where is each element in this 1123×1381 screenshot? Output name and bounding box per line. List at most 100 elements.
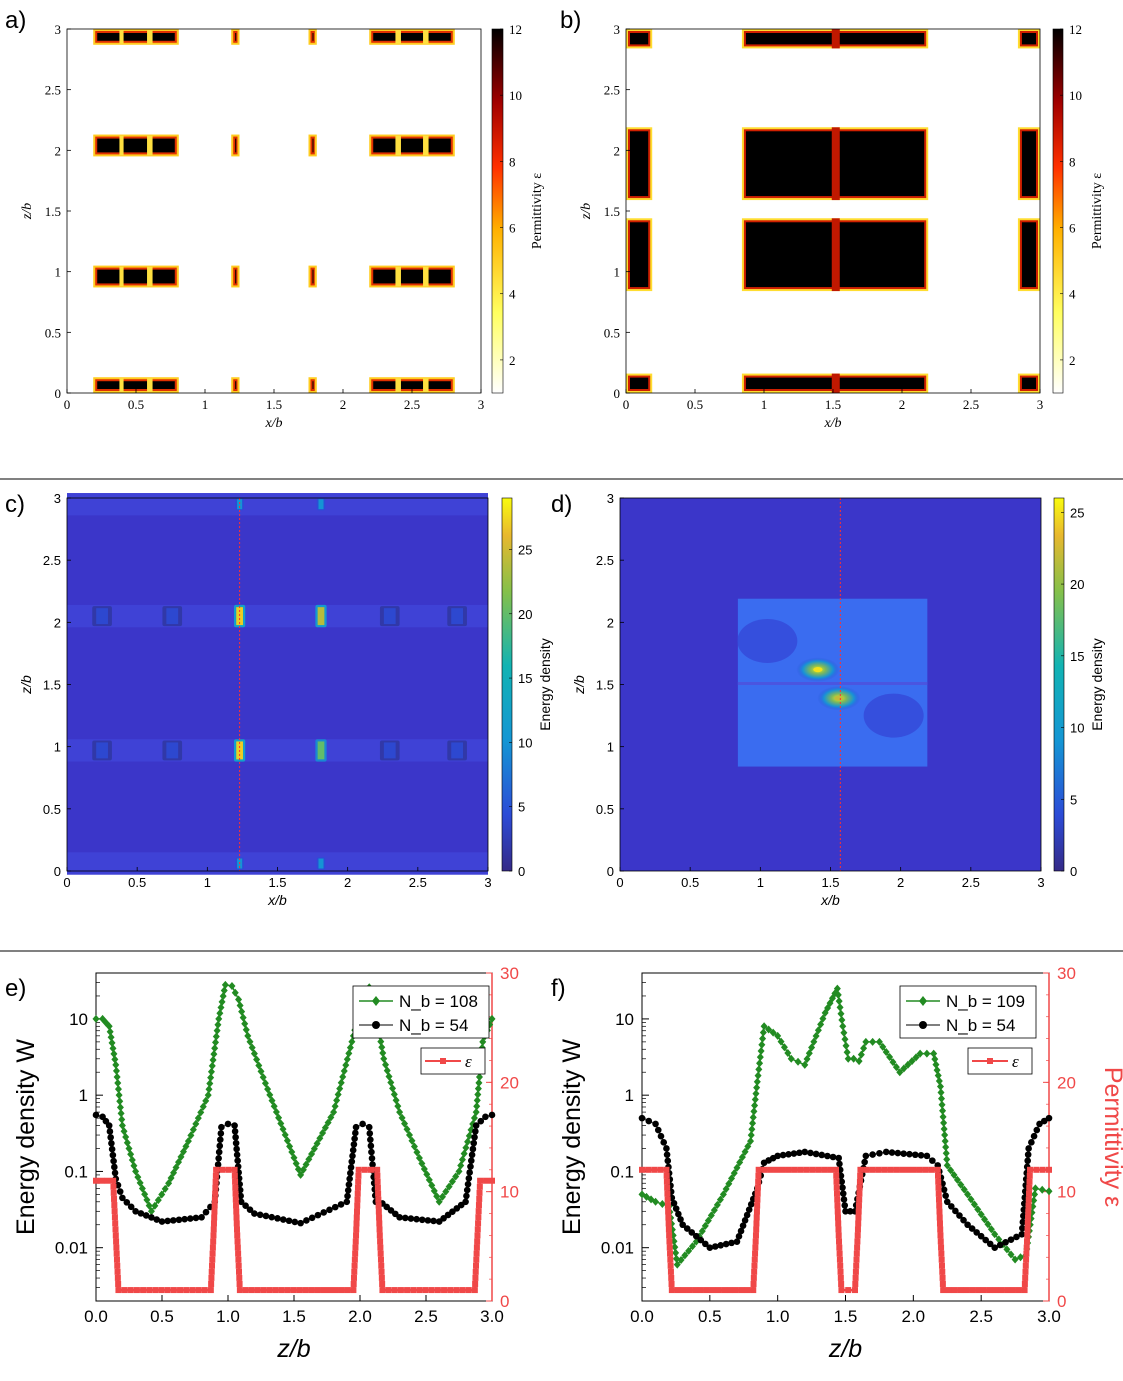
- data-point: [755, 1178, 762, 1185]
- data-point: [201, 1287, 208, 1294]
- data-point: [1007, 1236, 1015, 1243]
- data-point: [939, 1268, 946, 1275]
- data-point: [233, 1151, 241, 1159]
- data-point: [233, 1202, 240, 1209]
- data-point: [423, 1170, 431, 1179]
- data-point: [353, 1214, 360, 1221]
- data-point: [255, 1061, 263, 1070]
- data-point: [420, 1164, 428, 1173]
- data-point: [471, 1287, 478, 1294]
- data-point: [767, 1166, 774, 1173]
- data-point: [111, 1055, 119, 1064]
- data-point: [268, 1213, 276, 1221]
- data-point: [236, 1280, 243, 1287]
- data-point: [1031, 1190, 1039, 1199]
- data-point: [839, 1184, 846, 1191]
- data-point: [683, 1225, 691, 1232]
- data-point: [833, 1166, 840, 1173]
- data-point: [1022, 1268, 1029, 1275]
- data-point: [345, 1181, 353, 1188]
- rod-core: [97, 269, 175, 284]
- x-tick-label: 0.5: [128, 397, 144, 412]
- y-tick-label: 2: [614, 143, 621, 158]
- data-point: [445, 1182, 453, 1191]
- block-core: [1021, 33, 1036, 45]
- data-point: [468, 1151, 476, 1159]
- y-tick-label: 3: [614, 22, 621, 37]
- data-point: [707, 1211, 715, 1220]
- data-point: [698, 1227, 706, 1236]
- data-point: [665, 1226, 672, 1233]
- data-point: [138, 1184, 146, 1193]
- legend-label: ε: [1012, 1052, 1019, 1071]
- data-point: [474, 1238, 481, 1245]
- data-point: [208, 1274, 215, 1281]
- data-point: [346, 1043, 354, 1052]
- data-point: [355, 1178, 362, 1185]
- data-point: [827, 1166, 834, 1173]
- data-point: [377, 1244, 384, 1251]
- data-point: [732, 1287, 739, 1294]
- data-point: [242, 1202, 249, 1210]
- data-point: [715, 1287, 722, 1294]
- data-point: [679, 1221, 686, 1229]
- data-point: [879, 1042, 887, 1051]
- data-point: [452, 1172, 460, 1181]
- x-axis-label: z/b: [828, 1335, 862, 1363]
- data-point: [475, 1078, 483, 1087]
- data-point: [111, 1195, 118, 1202]
- data-point: [350, 1280, 357, 1287]
- data-point: [396, 1108, 404, 1117]
- data-point: [667, 1256, 674, 1263]
- data-point: [654, 1126, 662, 1134]
- data-point: [418, 1216, 426, 1224]
- data-point: [353, 1220, 360, 1227]
- hotspot: [383, 608, 396, 625]
- data-point: [248, 1043, 256, 1052]
- data-point: [170, 1168, 178, 1177]
- data-point: [254, 1287, 261, 1294]
- data-point: [374, 1184, 381, 1191]
- data-point: [422, 1287, 429, 1294]
- data-point: [232, 1178, 239, 1185]
- data-point: [904, 1060, 912, 1069]
- panel-label: a): [5, 7, 26, 34]
- data-point: [852, 1280, 859, 1287]
- data-point: [917, 1152, 925, 1159]
- data-point: [474, 1226, 481, 1233]
- data-point: [398, 1113, 406, 1122]
- data-point: [291, 1218, 299, 1226]
- data-point: [93, 1177, 99, 1184]
- data-point: [957, 1180, 965, 1189]
- rod-stripe: [395, 30, 401, 44]
- block-core: [1021, 131, 1036, 197]
- data-point: [123, 1199, 131, 1206]
- data-point: [264, 1085, 272, 1094]
- x-tick-label: 2: [340, 397, 347, 412]
- data-point: [937, 1088, 945, 1097]
- data-point: [755, 1065, 763, 1074]
- data-point: [835, 1226, 842, 1233]
- data-point: [938, 1094, 946, 1103]
- y-tick-label: 2: [607, 615, 614, 630]
- data-point: [314, 1211, 322, 1219]
- data-point: [839, 1190, 847, 1197]
- data-point: [1024, 1157, 1031, 1165]
- x-axis-label: x/b: [264, 416, 282, 431]
- data-point: [837, 1268, 844, 1275]
- data-point: [233, 1208, 240, 1215]
- data-point: [233, 1214, 240, 1221]
- data-point: [943, 1198, 951, 1206]
- data-point: [833, 1184, 840, 1191]
- x-tick-label: 0: [623, 397, 630, 412]
- data-point: [187, 1131, 195, 1140]
- data-point: [910, 1166, 917, 1173]
- hotspot: [318, 858, 324, 869]
- data-point: [471, 1133, 478, 1141]
- data-point: [428, 1287, 435, 1294]
- data-point: [308, 1214, 316, 1222]
- data-point: [379, 1287, 386, 1294]
- data-point: [751, 1101, 759, 1110]
- data-point: [835, 1220, 842, 1227]
- data-point: [266, 1287, 273, 1294]
